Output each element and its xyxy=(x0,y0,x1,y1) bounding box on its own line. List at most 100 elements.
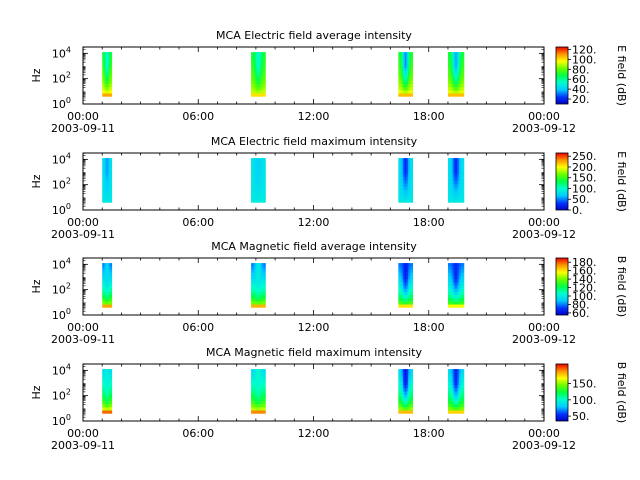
spectrogram-cell xyxy=(462,285,464,288)
y-tick-label: 104 xyxy=(52,362,71,377)
burst xyxy=(448,158,464,203)
spectrogram-cell xyxy=(411,391,413,394)
spectrogram-cell xyxy=(264,285,266,288)
spectrogram-cell xyxy=(110,58,112,61)
spectrogram-cell xyxy=(411,282,413,285)
spectrogram-cell xyxy=(110,177,112,180)
spectrogram-cell xyxy=(264,180,266,183)
spectrogram-cell xyxy=(110,301,112,304)
spectrogram-cell xyxy=(462,93,464,96)
spectrogram-cell xyxy=(411,273,413,276)
spectrogram-cell xyxy=(462,62,464,65)
spectrogram-cell xyxy=(264,158,266,161)
x-date-label: 2003-09-11 xyxy=(51,333,115,346)
spectrogram-cell xyxy=(462,382,464,385)
spectrogram-cell xyxy=(462,180,464,183)
spectrogram-cell xyxy=(264,273,266,276)
spectrogram-cell xyxy=(264,52,266,55)
spectrogram-cell xyxy=(411,285,413,288)
spectrogram-cell xyxy=(264,394,266,397)
spectrogram-bursts xyxy=(102,158,464,203)
y-axis-label: Hz xyxy=(30,385,43,399)
spectrogram-cell xyxy=(462,301,464,304)
spectrogram-cell xyxy=(264,276,266,279)
spectrogram-cell xyxy=(462,298,464,301)
spectrogram-cell xyxy=(462,168,464,171)
spectrogram-cell xyxy=(264,71,266,74)
y-tick-exponent: 4 xyxy=(66,45,71,54)
spectrogram-cell xyxy=(264,87,266,90)
colorbar-gradient xyxy=(556,364,568,421)
colorbar-label: B field (dB) xyxy=(615,256,628,317)
spectrogram-cell xyxy=(264,298,266,301)
spectrogram-cell xyxy=(411,404,413,407)
panel-4: MCA Magnetic field maximum intensity00:0… xyxy=(30,346,628,452)
spectrogram-cell xyxy=(411,266,413,269)
burst xyxy=(448,52,464,97)
axes-frame xyxy=(83,47,544,104)
panel-title: MCA Magnetic field average intensity xyxy=(211,240,417,253)
spectrogram-cell xyxy=(110,304,112,307)
colorbar-label: B field (dB) xyxy=(615,362,628,423)
spectrogram-cell xyxy=(110,84,112,87)
burst xyxy=(398,52,413,97)
spectrogram-cell xyxy=(264,295,266,298)
spectrogram-cell xyxy=(411,84,413,87)
y-tick-label: 102 xyxy=(52,282,71,297)
burst xyxy=(448,263,464,308)
spectrogram-cell xyxy=(264,282,266,285)
spectrogram-cell xyxy=(110,158,112,161)
y-tick-exponent: 0 xyxy=(66,202,71,211)
burst xyxy=(251,52,266,97)
spectrogram-cell xyxy=(411,90,413,93)
y-tick-label: 102 xyxy=(52,388,71,403)
spectrogram-cell xyxy=(411,168,413,171)
x-tick-label: 18:00 xyxy=(413,321,445,334)
spectrogram-cell xyxy=(110,164,112,167)
spectrogram-cell xyxy=(110,77,112,80)
colorbar-gradient xyxy=(556,153,568,210)
spectrogram-cell xyxy=(411,164,413,167)
spectrogram-cell xyxy=(462,369,464,372)
colorbar-label: E field (dB) xyxy=(615,151,628,212)
x-tick-label: 06:00 xyxy=(182,216,214,229)
spectrogram-cell xyxy=(411,379,413,382)
spectrogram-cell xyxy=(110,87,112,90)
spectrogram-cell xyxy=(462,58,464,61)
spectrogram-cell xyxy=(462,282,464,285)
spectrogram-cell xyxy=(411,410,413,413)
spectrogram-cell xyxy=(411,298,413,301)
y-tick-label: 102 xyxy=(52,177,71,192)
spectrogram-cell xyxy=(110,74,112,77)
spectrogram-cell xyxy=(110,298,112,301)
spectrogram-cell xyxy=(110,68,112,71)
spectrogram-cell xyxy=(462,164,464,167)
spectrogram-cell xyxy=(411,269,413,272)
spectrogram-cell xyxy=(462,372,464,375)
spectrogram-cell xyxy=(264,301,266,304)
x-date-label: 2003-09-12 xyxy=(512,439,576,452)
x-tick-label: 06:00 xyxy=(182,427,214,440)
spectrogram-cell xyxy=(462,190,464,193)
spectrogram-cell xyxy=(264,391,266,394)
x-tick-label: 12:00 xyxy=(298,110,330,123)
burst xyxy=(251,263,266,308)
spectrogram-cell xyxy=(411,71,413,74)
spectrogram-cell xyxy=(110,266,112,269)
spectrogram-cell xyxy=(110,385,112,388)
spectrogram-cell xyxy=(411,190,413,193)
y-axis-label: Hz xyxy=(30,174,43,188)
spectrogram-cell xyxy=(264,404,266,407)
panel-1: MCA Electric field average intensity00:0… xyxy=(30,29,628,135)
spectrogram-cell xyxy=(110,398,112,401)
spectrogram-cell xyxy=(411,199,413,202)
spectrogram-cell xyxy=(264,183,266,186)
x-tick-label: 18:00 xyxy=(413,216,445,229)
spectrogram-cell xyxy=(462,295,464,298)
spectrogram-cell xyxy=(264,304,266,307)
spectrogram-cell xyxy=(264,65,266,68)
spectrogram-cell xyxy=(462,375,464,378)
spectrogram-cell xyxy=(411,196,413,199)
y-axis-label: Hz xyxy=(30,68,43,82)
x-tick-label: 18:00 xyxy=(413,427,445,440)
